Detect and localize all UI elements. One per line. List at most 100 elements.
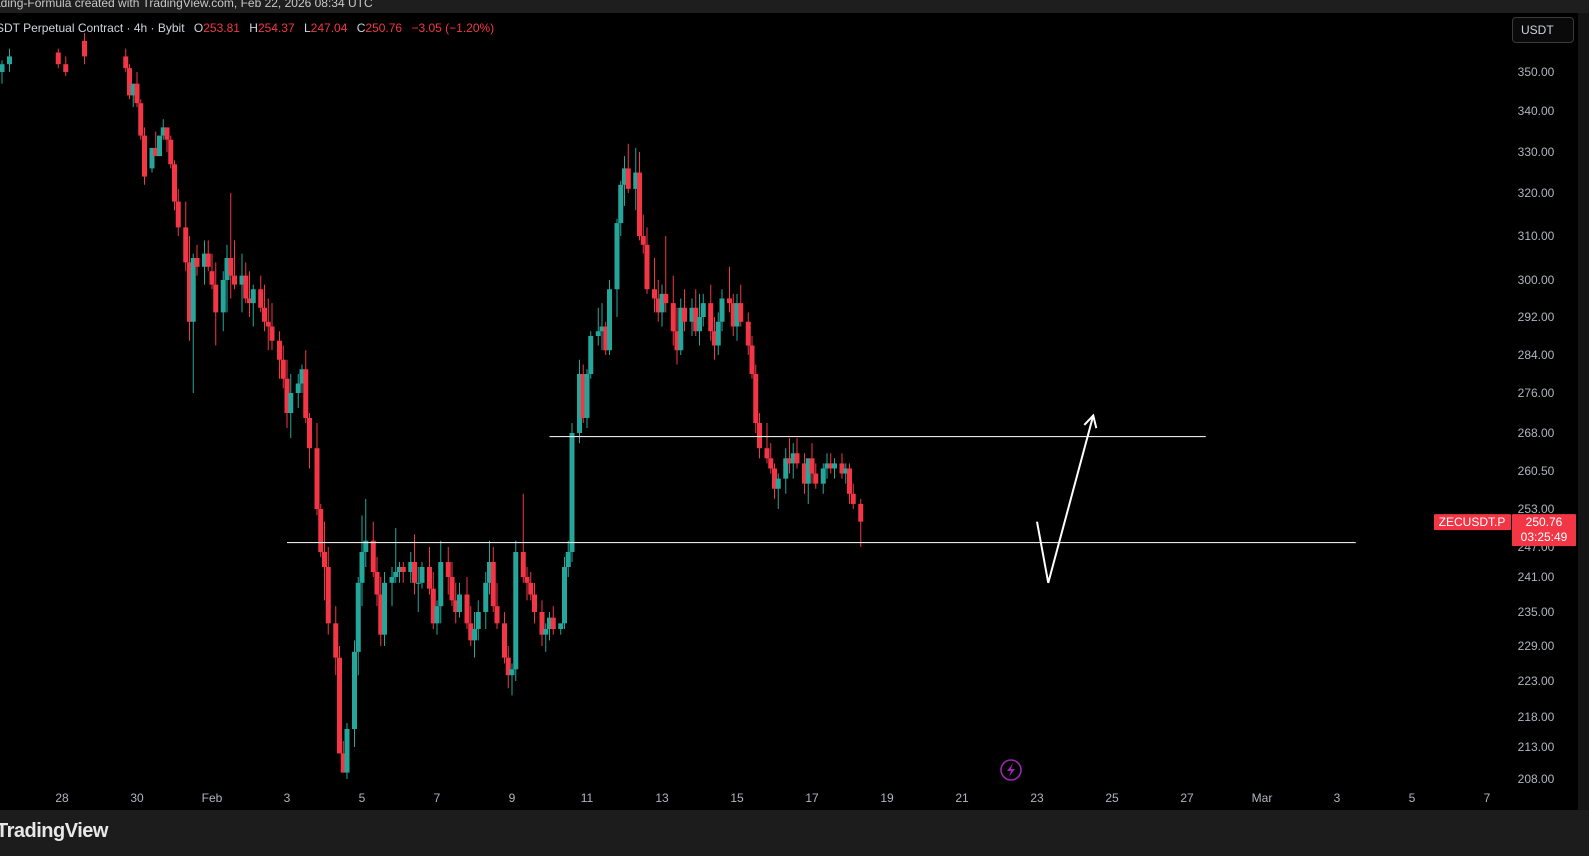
price-tick-label: 292.00 [1518,310,1555,324]
projection-path[interactable] [1036,415,1095,584]
candle [220,271,226,332]
candle [839,453,845,479]
candle [0,60,5,84]
candle [172,160,177,211]
candle [569,423,575,562]
price-tick-label: 330.00 [1518,145,1555,159]
candle [663,236,669,313]
candle [157,135,162,157]
low-key: L [303,21,311,35]
candle [55,48,61,69]
price-tick-label: 229.00 [1518,639,1555,653]
candle [659,284,665,327]
candle [280,345,286,389]
svg-text:03:25:49: 03:25:49 [1521,530,1568,544]
candle [449,562,455,607]
candle [205,240,211,272]
time-tick-label: 5 [1409,791,1416,805]
candle [682,289,687,332]
time-tick-label: 5 [359,791,366,805]
candle [359,515,365,607]
price-tick-label: 260.50 [1518,464,1555,478]
candle [445,547,451,595]
candle [355,577,361,676]
low-value: 247.04 [310,21,348,35]
lightning-icon[interactable] [1000,759,1022,781]
candle [363,498,369,567]
candle [7,48,12,72]
candle [832,458,837,479]
price-tick-label: 350.00 [1518,65,1555,79]
candle [843,463,849,484]
candle [547,612,552,641]
candle [700,293,706,327]
candle [599,303,605,351]
candle [160,119,166,140]
candle [419,562,425,589]
candle [299,364,305,393]
candle [715,312,721,355]
candle [408,552,414,583]
candle [584,369,590,428]
candle [265,298,271,351]
open-value: 253.81 [203,21,240,35]
candle [190,253,196,393]
candle [427,547,432,595]
time-tick-label: 11 [581,791,594,805]
candle [490,547,496,612]
time-tick-label: Feb [202,791,223,805]
candle [134,72,140,108]
candle [708,284,714,341]
candle [127,64,132,100]
time-tick-label: 21 [955,791,969,805]
candle [689,298,695,336]
candle [678,298,684,355]
candle [787,438,792,474]
svg-text:250.76: 250.76 [1526,515,1563,529]
candle [674,307,680,365]
candle [633,147,639,211]
candle [730,293,736,336]
candle [640,214,646,254]
price-axis: 350.00 340.00 330.00 320.00 310.00 300.00 292.… [1434,65,1576,786]
price-tick-label: 235.00 [1518,605,1555,619]
candle [738,284,744,327]
price-tick-label: 284.00 [1518,348,1555,362]
time-tick-label: 13 [655,791,669,805]
candle [142,127,147,185]
candle [262,284,267,332]
time-tick-label: 23 [1030,791,1044,805]
candle [532,582,537,624]
candle [318,503,324,557]
candle [850,483,856,509]
candle [618,180,624,236]
price-tick-label: 253.00 [1518,502,1555,516]
time-tick-label: Mar [1252,791,1273,805]
candle [430,572,436,629]
candle [438,540,444,624]
candle [457,582,462,618]
price-tick-label: 218.00 [1518,710,1555,724]
time-tick-label: 30 [130,791,144,805]
created-with-strip: ading-Formula created with TradingView.c… [0,0,1589,13]
candle [412,534,417,595]
candle [164,127,170,152]
candle [472,612,477,658]
candle [749,336,755,379]
candle [655,280,661,322]
candle [130,83,136,108]
drawings-layer [287,413,1356,584]
candle [637,152,642,241]
candle [520,493,526,583]
candle [400,562,406,583]
candle [295,374,301,408]
candle [764,423,770,464]
candle [183,201,189,272]
candle [352,640,357,747]
currency-button[interactable]: USDT [1512,17,1574,43]
candle [524,567,530,601]
candle [382,572,387,646]
candle [269,303,275,351]
